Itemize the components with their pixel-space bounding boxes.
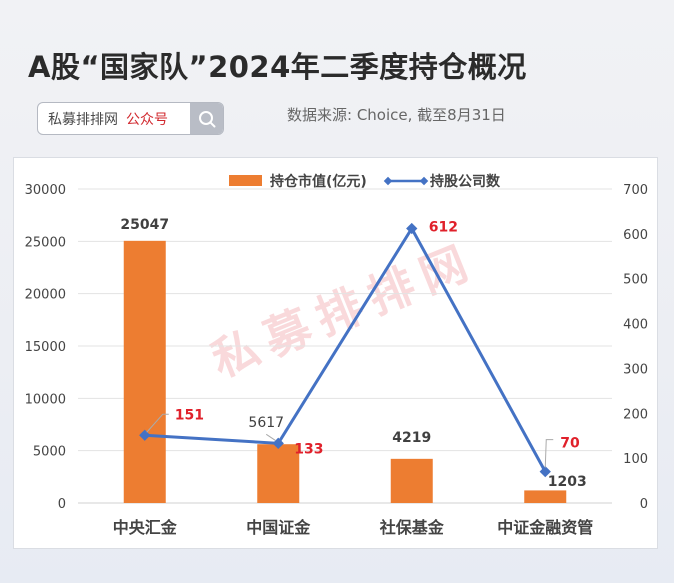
line-value-label: 612 bbox=[429, 219, 458, 235]
leader-line bbox=[265, 433, 276, 441]
category-label: 中央汇金 bbox=[113, 518, 178, 537]
line-marker[interactable] bbox=[539, 465, 551, 478]
left-axis-tick: 25000 bbox=[25, 235, 66, 250]
left-axis-tick: 0 bbox=[58, 497, 66, 512]
search-brand-text: 私募排排网 bbox=[48, 111, 118, 128]
right-axis-tick: 100 bbox=[623, 452, 648, 467]
left-axis-tick: 5000 bbox=[33, 445, 66, 460]
line-series bbox=[144, 225, 547, 473]
legend-line-marker bbox=[383, 176, 393, 186]
bar-value-label: 1203 bbox=[548, 474, 587, 490]
right-axis-tick: 600 bbox=[623, 228, 648, 243]
bar-value-label: 4219 bbox=[392, 430, 431, 446]
legend-bar-label: 持仓市值(亿元) bbox=[270, 173, 367, 190]
data-source-note: 数据来源: Choice, 截至8月31日 bbox=[287, 106, 506, 124]
line-value-label: 133 bbox=[294, 441, 323, 457]
left-axis-tick: 15000 bbox=[25, 340, 66, 355]
search-button[interactable] bbox=[190, 103, 223, 134]
bar[interactable] bbox=[257, 444, 300, 503]
left-axis-tick: 30000 bbox=[25, 183, 66, 198]
left-axis-tick: 20000 bbox=[25, 288, 66, 303]
search-icon bbox=[198, 110, 215, 127]
legend-line-marker bbox=[419, 176, 429, 186]
page-title: A股“国家队”2024年二季度持仓概况 bbox=[28, 50, 527, 84]
bar-value-label: 5617 bbox=[248, 415, 284, 431]
category-label: 社保基金 bbox=[379, 518, 445, 537]
line-marker[interactable] bbox=[406, 222, 418, 235]
right-axis-tick: 300 bbox=[623, 362, 648, 377]
right-axis-tick: 700 bbox=[623, 183, 648, 198]
line-value-label: 70 bbox=[560, 436, 580, 452]
bar[interactable] bbox=[390, 458, 433, 503]
leader-line bbox=[146, 413, 169, 433]
category-label: 中国证金 bbox=[246, 518, 311, 537]
category-label: 中证金融资管 bbox=[497, 518, 593, 537]
line-marker[interactable] bbox=[272, 437, 284, 449]
right-axis-tick: 0 bbox=[640, 497, 648, 512]
line-value-label: 151 bbox=[175, 407, 204, 423]
bar-value-label: 25047 bbox=[120, 217, 169, 233]
line-marker[interactable] bbox=[139, 429, 151, 441]
right-axis-tick: 200 bbox=[623, 407, 648, 422]
right-axis-tick: 400 bbox=[623, 318, 648, 333]
bar[interactable] bbox=[524, 490, 567, 503]
leader-line bbox=[544, 439, 554, 468]
bar[interactable] bbox=[123, 240, 166, 503]
search-tag-text: 公众号 bbox=[126, 111, 168, 128]
legend-bar-swatch bbox=[229, 175, 262, 186]
left-axis-tick: 10000 bbox=[25, 392, 66, 407]
right-axis-tick: 500 bbox=[623, 273, 648, 288]
watermark: 私募排排网 bbox=[204, 233, 484, 388]
search-box[interactable]: 私募排排网 公众号 bbox=[37, 102, 224, 135]
legend-line-label: 持股公司数 bbox=[430, 173, 501, 190]
